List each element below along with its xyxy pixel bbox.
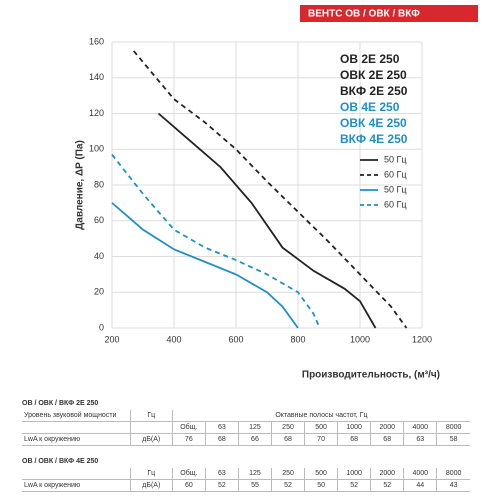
table-cell: 58 [436,433,470,446]
series-line [133,50,408,329]
table-cell: LwA к окружению [22,433,131,446]
x-tick-label: 1000 [350,334,370,344]
table-cell: 500 [304,421,338,434]
table: ОВ / ОВК / ВКФ 2Е 250 Уровень звуковой мо… [22,398,470,446]
table-cell: Гц [129,410,173,422]
series-line [111,154,321,329]
table-cell: Общ. [171,468,206,480]
series-line [157,112,377,329]
table-cell: 8000 [436,421,470,434]
table-cell: LwA к окружению [22,479,131,492]
table-cell: 52 [337,479,371,492]
table-cell: 63 [403,433,437,446]
y-tick-label: 40 [94,251,104,261]
table-cell: Гц [129,468,173,480]
table-row: Уровень звуковой мощности Гц Октавные поло… [22,410,470,422]
table-title: ОВ / ОВК / ВКФ 2Е 250 [22,400,99,407]
x-label: Производительность, (м³/ч) [302,370,440,381]
model-label: ОВ 2Е 250 [340,52,400,66]
table-grid: Уровень звуковой мощности Гц Октавные поло… [22,410,470,446]
table-cell: 52 [271,479,305,492]
table-cell: 52 [204,479,239,492]
model-label: ОВ 4Е 250 [340,100,400,114]
x-tick-label: 600 [228,334,243,344]
table-cell: 250 [270,421,305,434]
table-cell: 125 [237,421,272,434]
table-cell: 68 [337,433,371,446]
chart: ВЕНТС ОВ / ОВК / ВКФ Производительность,… [75,5,478,381]
y-tick-label: 20 [94,287,104,297]
table-cell: 50 [304,479,338,492]
table-cell: 1000 [337,468,371,480]
table-cell: 125 [237,468,272,480]
y-tick-label: 0 [99,322,104,332]
table-cell: 44 [403,479,437,492]
table-cell: дБ(А) [129,479,173,492]
y-label: Давление, ΔP (Па) [75,140,86,230]
legend-label: 50 Гц [384,154,407,164]
table-row: Гц Общ. 63 125 250 500 1000 2000 4000 8000 [22,468,470,480]
table-cell: 63 [204,468,239,480]
table-cell: 52 [370,479,404,492]
y-tick-label: 80 [94,179,104,189]
y-tick-label: 140 [89,72,104,82]
table-cell: дБ(А) [129,433,173,446]
y-tick-label: 160 [89,36,104,46]
table-cell: 60 [171,479,206,492]
table-row: LwA к окружению дБ(А) 76 68 66 68 70 68 68 63 58 [22,433,470,446]
model-label: ВКФ 4Е 250 [340,132,408,146]
legend-label: 50 Гц [384,184,407,194]
table-cell: 55 [237,479,272,492]
table-cell [129,421,173,434]
table-cell: 76 [171,433,206,446]
table-cell [22,468,131,480]
table-cell: Октавные полосы частот, Гц [171,410,470,422]
y-tick-label: 120 [89,108,104,118]
table-cell: 2000 [370,468,404,480]
table-cell: 63 [204,421,239,434]
y-tick-label: 100 [89,144,104,154]
legend-label: 60 Гц [384,199,407,209]
model-label: ОВК 2Е 250 [340,68,407,82]
x-tick-label: 400 [166,334,181,344]
table-cell: 68 [370,433,404,446]
table-cell: 68 [204,433,239,446]
header: ВЕНТС ОВ / ОВК / ВКФ [308,9,420,20]
table-grid: Гц Общ. 63 125 250 500 1000 2000 4000 8000 LwA к о… [22,468,470,492]
table-cell [22,421,131,434]
table-cell: 1000 [337,421,371,434]
table-title: ОВ / ОВК / ВКФ 4Е 250 [22,458,99,465]
model-label: ВКФ 2Е 250 [340,84,408,98]
table-row: LwA к окружению дБ(А) 60 52 55 52 50 52 52 44 43 [22,479,470,492]
table-cell: 8000 [436,468,470,480]
table-cell: 500 [304,468,338,480]
series-line [111,202,299,329]
table: ОВ / ОВК / ВКФ 4Е 250 Гц Общ. 63 125 250 500 10… [22,456,470,492]
model-label: ОВК 4Е 250 [340,116,407,130]
legend-label: 60 Гц [384,169,407,179]
table-cell: 250 [271,468,305,480]
table-cell: 4000 [403,468,437,480]
x-tick-label: 1200 [412,334,432,344]
table-row: Общ. 63 125 250 500 1000 2000 4000 8000 [22,421,470,434]
x-tick-label: 200 [104,334,119,344]
table-cell: 4000 [403,421,437,434]
x-tick-label: 800 [290,334,305,344]
table-cell: Уровень звуковой мощности [22,410,131,422]
y-tick-label: 60 [94,215,104,225]
table-cell: Общ. [171,421,206,434]
table-cell: 66 [237,433,272,446]
table-cell: 68 [270,433,305,446]
table-cell: 70 [304,433,338,446]
header-box [300,5,478,22]
table-cell: 43 [436,479,470,492]
table-cell: 2000 [370,421,404,434]
